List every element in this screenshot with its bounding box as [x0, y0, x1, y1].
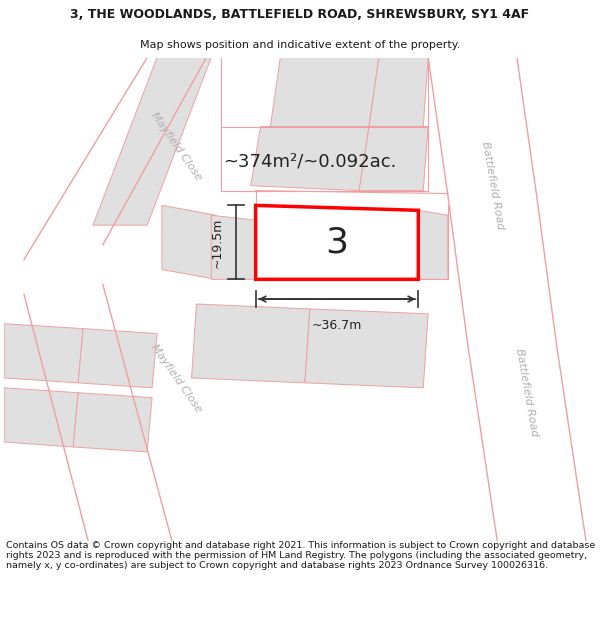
Text: ~36.7m: ~36.7m — [312, 319, 362, 332]
Polygon shape — [211, 215, 256, 279]
Polygon shape — [251, 126, 369, 191]
Text: Battlefield Road: Battlefield Road — [479, 141, 505, 231]
Text: Map shows position and indicative extent of the property.: Map shows position and indicative extent… — [140, 40, 460, 50]
Polygon shape — [369, 58, 428, 126]
Polygon shape — [418, 211, 448, 279]
Polygon shape — [256, 206, 418, 279]
Polygon shape — [162, 206, 216, 279]
Polygon shape — [191, 304, 310, 383]
Text: Mayfield Close: Mayfield Close — [149, 110, 204, 182]
Polygon shape — [359, 126, 428, 191]
Polygon shape — [271, 58, 379, 126]
Polygon shape — [4, 388, 78, 447]
Polygon shape — [93, 58, 211, 225]
Text: Mayfield Close: Mayfield Close — [149, 342, 204, 414]
Text: Contains OS data © Crown copyright and database right 2021. This information is : Contains OS data © Crown copyright and d… — [6, 541, 595, 571]
Text: ~19.5m: ~19.5m — [211, 217, 224, 268]
Polygon shape — [305, 309, 428, 388]
Text: ~374m²/~0.092ac.: ~374m²/~0.092ac. — [223, 152, 397, 170]
Text: Battlefield Road: Battlefield Road — [514, 348, 539, 438]
Polygon shape — [73, 392, 152, 452]
Polygon shape — [78, 329, 157, 388]
Polygon shape — [4, 324, 83, 383]
Text: 3: 3 — [325, 226, 349, 259]
Text: 3, THE WOODLANDS, BATTLEFIELD ROAD, SHREWSBURY, SY1 4AF: 3, THE WOODLANDS, BATTLEFIELD ROAD, SHRE… — [70, 8, 530, 21]
